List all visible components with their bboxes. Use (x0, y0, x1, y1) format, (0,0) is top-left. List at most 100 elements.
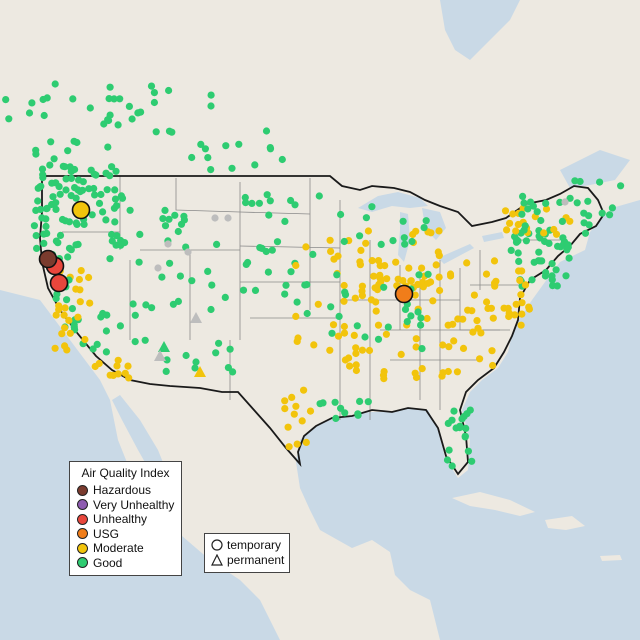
monitor-dot (435, 273, 443, 281)
monitor-dot (184, 248, 192, 256)
monitor-dot (533, 208, 541, 216)
monitor-dot (201, 145, 209, 153)
us-border (39, 175, 606, 476)
monitor-dot (356, 232, 364, 240)
monitor-dot (111, 186, 119, 194)
monitor-dot (268, 246, 276, 254)
monitor-dot (518, 299, 526, 307)
monitor-dot (292, 402, 300, 410)
very-unhealthy-swatch (77, 499, 88, 511)
monitor-dot (563, 246, 571, 254)
hispaniola (545, 516, 585, 530)
monitor-dot (330, 255, 338, 263)
unhealthy-swatch (77, 513, 88, 525)
monitor-dot (417, 314, 425, 322)
monitor-dot (208, 281, 216, 289)
monitor-dot (316, 400, 324, 408)
monitor-dot (503, 226, 511, 234)
monitor-dot (162, 367, 170, 375)
monitor-dot (266, 145, 275, 153)
monitor-dot (415, 271, 423, 279)
monitor-dot (204, 154, 212, 162)
monitor-dot (39, 174, 47, 182)
monitor-dot (407, 277, 415, 285)
monitor-dot (364, 227, 372, 235)
monitor-dot (444, 419, 452, 427)
legend-label: Good (93, 555, 123, 570)
monitor-dot (517, 321, 525, 329)
monitor-dot (281, 397, 289, 405)
monitor-dot (456, 424, 464, 432)
monitor-dot (552, 266, 560, 274)
monitor-dot (109, 371, 117, 379)
monitor-dot (412, 335, 420, 343)
monitor-dot (446, 270, 455, 278)
monitor-dot (326, 346, 334, 354)
monitor-dot (91, 191, 99, 199)
moderate-swatch (77, 542, 88, 554)
monitor-dot (548, 260, 556, 268)
monitor-dot (489, 361, 497, 370)
monitor-dot (177, 220, 186, 228)
legend-item-moderate: Moderate (70, 541, 181, 556)
monitor-dot (358, 346, 366, 354)
monitor-dot (80, 220, 88, 228)
monitor-dot (514, 249, 522, 257)
monitor-dot (226, 345, 234, 353)
monitor-dot (76, 188, 84, 196)
monitor-dot (541, 237, 549, 246)
monitor-dot (315, 192, 323, 200)
monitor-dot (265, 211, 273, 219)
monitor-dot (76, 298, 84, 306)
monitor-dot (281, 217, 289, 225)
monitor-dot (439, 369, 447, 377)
monitor-dot (50, 155, 58, 163)
monitor-dot (287, 268, 295, 276)
monitor-dot (542, 205, 551, 213)
monitor-dot (384, 323, 392, 331)
monitor-dot (459, 344, 468, 352)
monitor-dot (46, 161, 54, 169)
permanent-monitor (190, 312, 202, 323)
monitor-dot (113, 232, 121, 240)
monitor-dot (382, 330, 390, 338)
monitor-dot (392, 258, 400, 266)
permanent-monitor (194, 366, 206, 377)
monitor-dot (414, 308, 422, 316)
monitor-dot (262, 247, 270, 256)
monitor-dot (256, 244, 264, 252)
monitor-dot (111, 218, 119, 226)
monitor-dot (397, 350, 405, 358)
monitor-dot (368, 203, 376, 211)
monitor-dot (63, 296, 71, 304)
monitor-dot (515, 267, 523, 275)
monitor-dot (174, 227, 182, 236)
monitor-dot (36, 205, 45, 214)
monitor-dot (108, 163, 116, 171)
monitor-dot (374, 335, 383, 343)
monitor-dot (211, 214, 219, 222)
monitor-dot (40, 111, 48, 120)
monitor-dot (432, 261, 440, 269)
monitor-dot (165, 127, 174, 135)
legend-label: Unhealthy (93, 512, 148, 527)
monitor-dot (450, 407, 458, 415)
monitor-dot (352, 349, 360, 358)
monitor-dot (468, 307, 476, 315)
monitor-dot (340, 297, 348, 305)
monitor-dot (507, 246, 515, 254)
monitor-dot (171, 211, 179, 219)
monitor-dot (43, 94, 51, 102)
monitor-dot (380, 375, 388, 383)
monitor-dot (284, 423, 292, 431)
monitor-dot (126, 206, 134, 214)
monitor-dot (141, 336, 149, 344)
monitor-dot (125, 374, 133, 382)
monitor-dot (25, 109, 34, 117)
monitor-dot (70, 323, 78, 331)
monitor-dot (58, 330, 66, 338)
monitor-dot (350, 331, 358, 339)
monitor-dot (73, 220, 81, 228)
monitor-dot (235, 140, 243, 148)
monitor-dot (458, 415, 466, 423)
